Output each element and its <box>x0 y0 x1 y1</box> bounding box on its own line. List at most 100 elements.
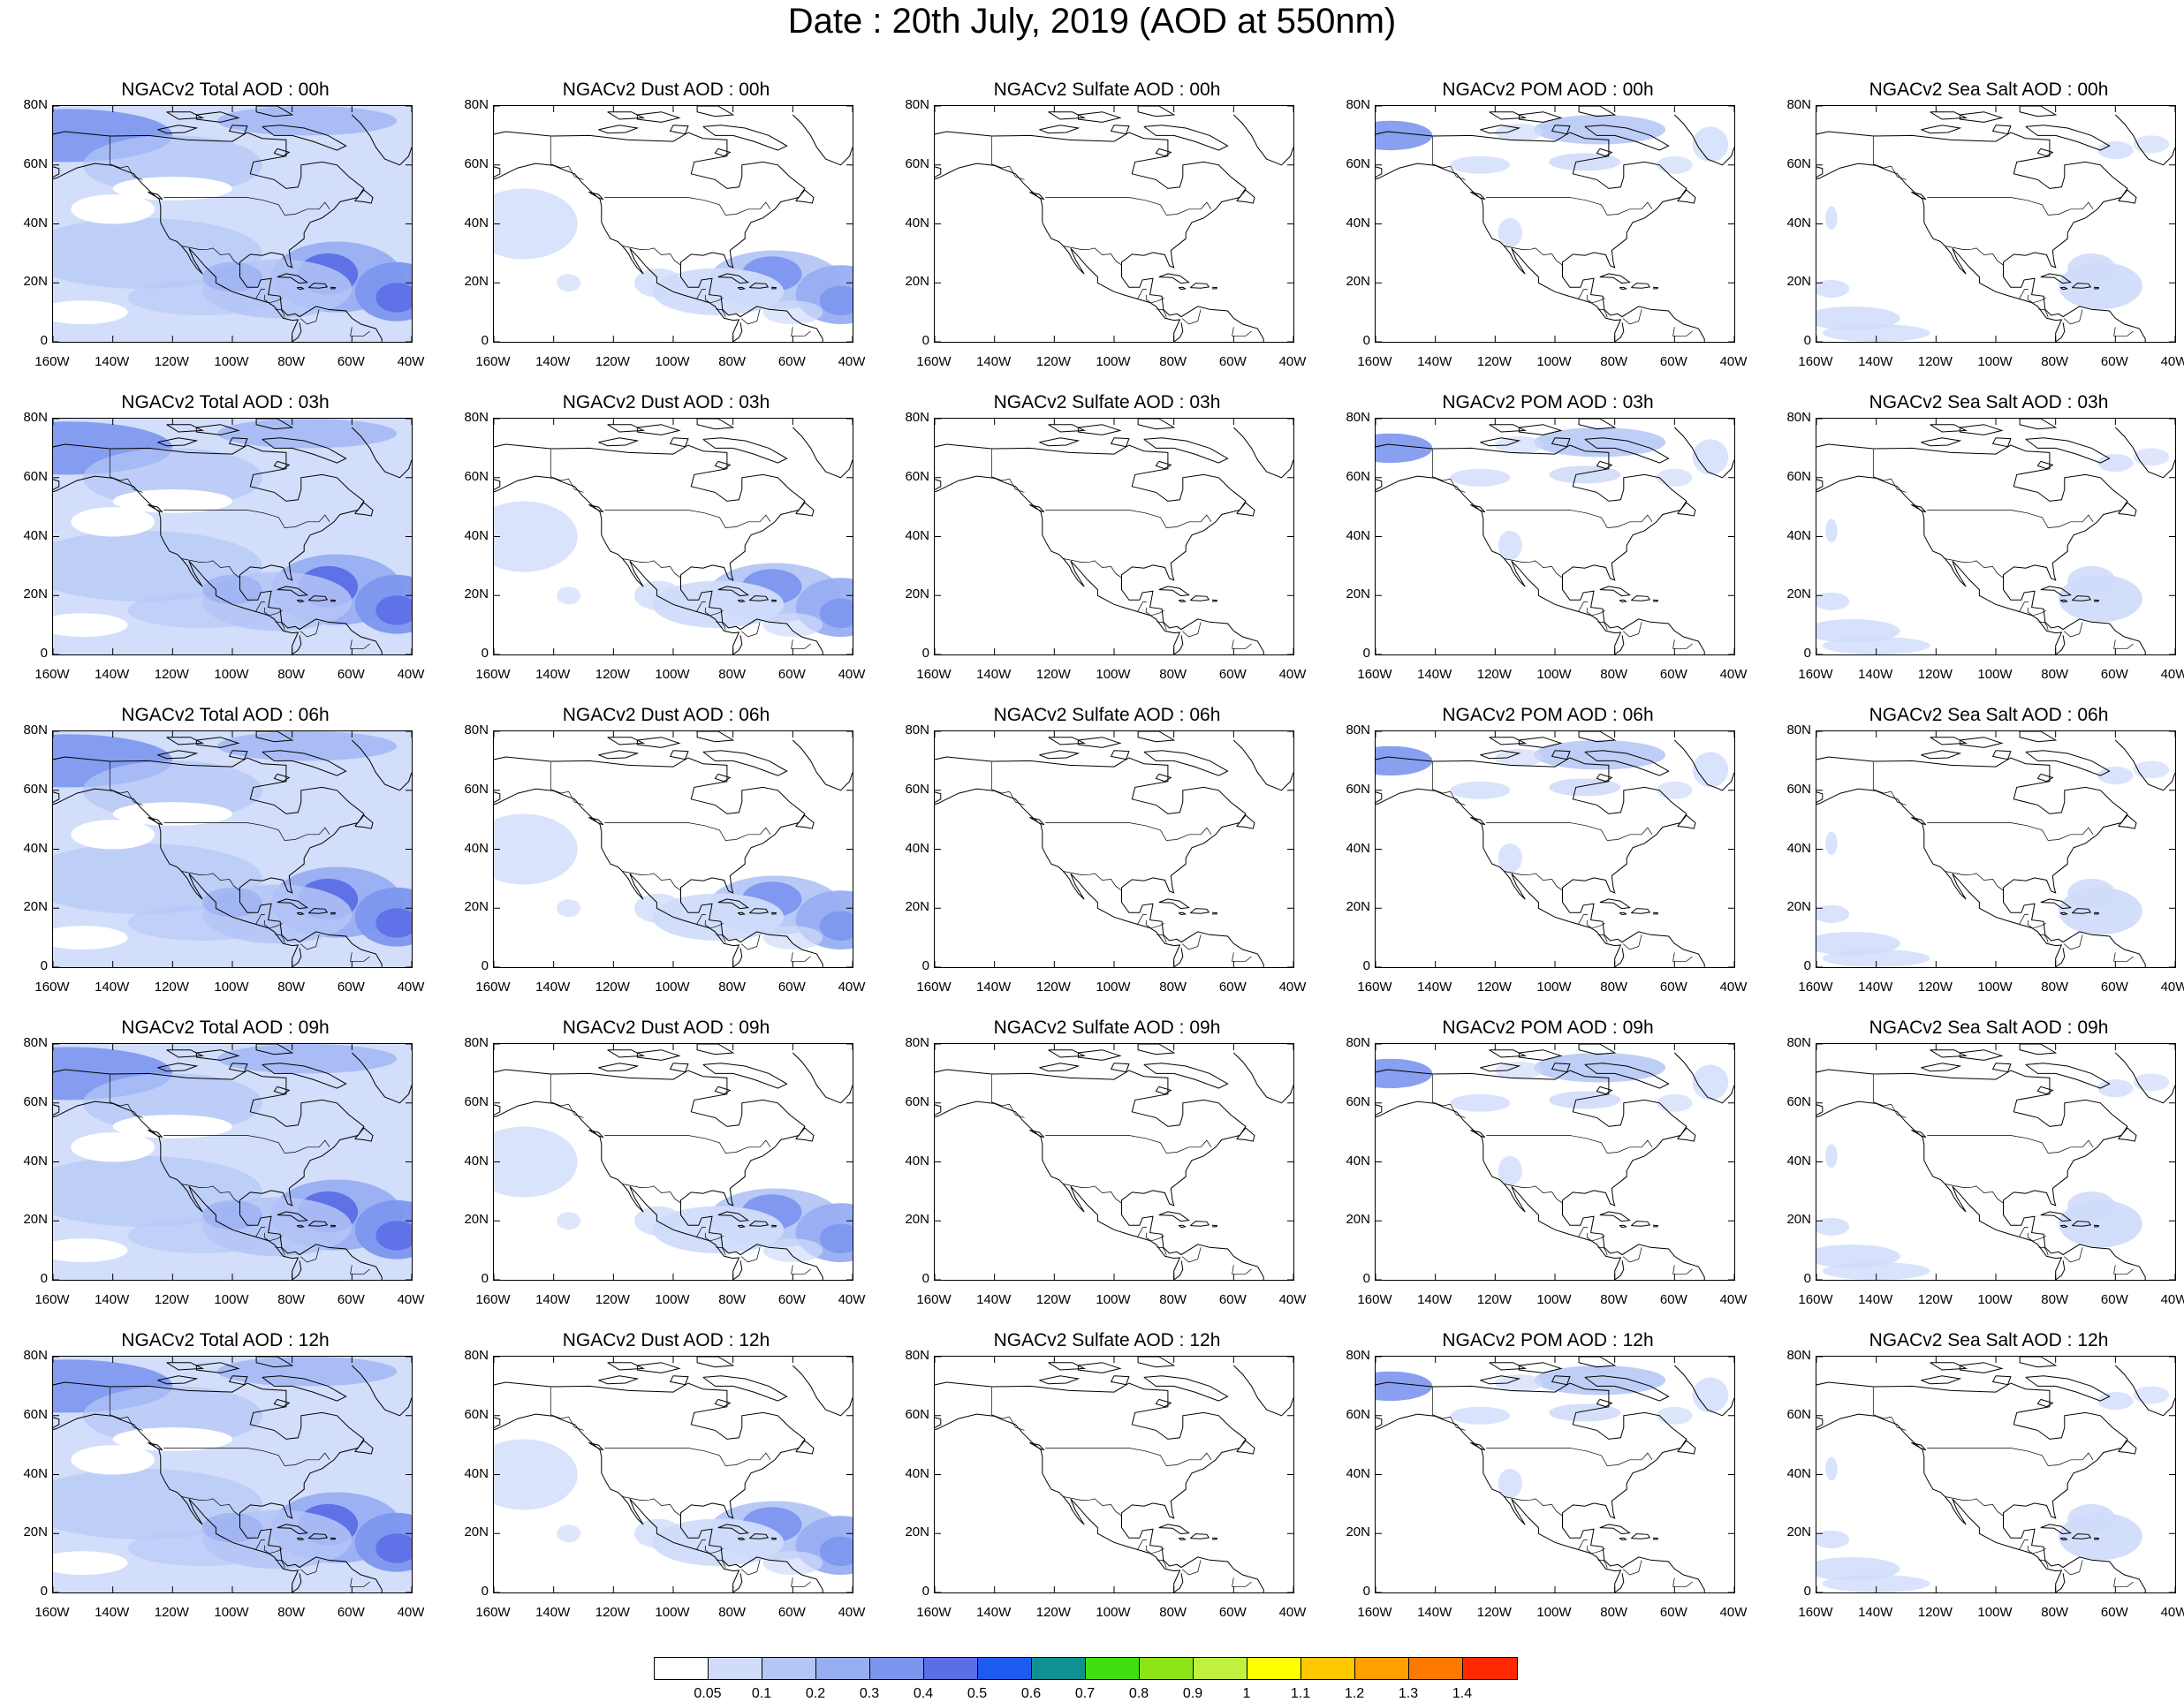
lon-tick-label: 80W <box>1159 667 1187 682</box>
map-panel: NGACv2 Sulfate AOD : 03h 80N 60N 40N 20N 0 160… <box>891 392 1332 692</box>
coastline <box>157 750 199 760</box>
coastline <box>494 756 823 967</box>
lon-tick-label: 120W <box>595 1605 630 1620</box>
coastline <box>2118 502 2137 517</box>
coastline <box>330 286 337 290</box>
aod-region <box>53 1238 128 1262</box>
lon-tick-label: 80W <box>277 1292 306 1307</box>
aod-region <box>112 177 233 200</box>
lon-tick-label: 140W <box>1858 980 1893 995</box>
coastline <box>1376 756 1705 967</box>
coastline <box>2019 731 2058 743</box>
coastline <box>737 286 746 291</box>
coastline <box>307 283 329 289</box>
map-frame <box>493 105 853 343</box>
aod-region <box>71 1132 155 1162</box>
aod-region <box>375 595 412 625</box>
aod-region <box>1816 592 1850 610</box>
lon-tick-label: 140W <box>535 1605 571 1620</box>
aod-region <box>1495 749 1543 768</box>
coastline <box>1959 424 2004 435</box>
lon-tick-label: 160W <box>475 1605 511 1620</box>
aod-map <box>53 419 412 654</box>
coastline <box>1578 1357 1617 1368</box>
colorbar-label: 1.4 <box>1452 1686 1473 1701</box>
lat-tick-label: 40N <box>23 215 48 231</box>
country-border <box>275 621 285 631</box>
country-border <box>1945 246 2004 266</box>
coastline <box>228 1063 248 1073</box>
aod-region <box>1822 949 1930 967</box>
lat-tick-label: 0 <box>1362 646 1370 661</box>
aod-region <box>1816 1217 1850 1236</box>
coastline <box>1921 750 1962 760</box>
lon-tick-label: 120W <box>154 354 189 369</box>
aod-region <box>202 1512 262 1543</box>
lon-tick-label: 80W <box>718 1292 747 1307</box>
map-panel: NGACv2 Sea Salt AOD : 03h 80N 60N 40N 20N 0 16… <box>1772 392 2184 692</box>
lon-tick-label: 40W <box>2160 980 2184 995</box>
lon-tick-label: 60W <box>337 1292 365 1307</box>
lat-tick-label: 40N <box>1786 527 1811 543</box>
aod-region <box>1498 217 1522 248</box>
coastline <box>792 114 853 166</box>
lon-tick-label: 60W <box>337 667 365 682</box>
country-border <box>163 197 330 216</box>
coastline <box>1652 1224 1659 1228</box>
map-frame <box>1375 105 1735 343</box>
lat-tick-label: 60N <box>905 781 929 797</box>
coastline <box>1048 424 1087 433</box>
country-border <box>1597 308 1608 318</box>
colorbar-swatch <box>816 1658 870 1679</box>
country-border <box>1431 1387 1466 1431</box>
country-border <box>181 1184 240 1204</box>
coastline <box>1110 750 1130 760</box>
panel-title: NGACv2 Dust AOD : 12h <box>562 1330 770 1350</box>
lat-tick-label: 60N <box>23 155 48 171</box>
lon-tick-label: 140W <box>976 1605 1012 1620</box>
map-panel: NGACv2 POM AOD : 00h 80N 60N 40N 20N 0 160W 140… <box>1331 79 1773 380</box>
coastline <box>2040 1524 2072 1535</box>
aod-region <box>557 1524 581 1543</box>
lat-tick-label: 0 <box>1362 333 1370 348</box>
coastline <box>1930 1049 1968 1058</box>
aod-region <box>217 1044 398 1074</box>
aod-region <box>1498 843 1522 874</box>
coastline <box>354 1440 374 1455</box>
lat-tick-label: 0 <box>1362 1584 1370 1599</box>
coastline <box>1143 750 1229 776</box>
coastline <box>732 635 743 654</box>
lat-tick-label: 20N <box>1786 1212 1811 1228</box>
lat-tick-label: 60N <box>1346 1093 1370 1109</box>
coastline <box>307 595 329 601</box>
country-border <box>1045 1448 1212 1466</box>
country-border <box>1137 289 1147 299</box>
coastline <box>1911 1442 1927 1451</box>
coastline <box>598 125 640 134</box>
country-border <box>275 308 285 318</box>
coastline <box>1619 1224 1627 1229</box>
map-frame <box>52 1043 413 1281</box>
aod-region <box>1376 1371 1433 1402</box>
lat-tick-label: 20N <box>905 1524 929 1540</box>
map-panel: NGACv2 POM AOD : 09h 80N 60N 40N 20N 0 160W 140… <box>1331 1017 1773 1318</box>
aod-region <box>1376 433 1433 464</box>
coastline <box>636 111 681 123</box>
coastline <box>1137 419 1176 430</box>
map-panel: NGACv2 Dust AOD : 12h 80N 60N 40N 20N 0 160W 14… <box>450 1330 891 1630</box>
coastline <box>1143 437 1229 464</box>
aod-region <box>1549 778 1621 797</box>
aod-region <box>217 419 398 449</box>
coastline <box>273 1398 291 1408</box>
coastline <box>2093 912 2100 915</box>
lon-tick-label: 80W <box>1600 354 1628 369</box>
map-panel: NGACv2 Total AOD : 03h 80N 60N 40N 20N 0 160W 1… <box>9 392 451 692</box>
coastline <box>1614 948 1625 967</box>
lon-tick-label: 160W <box>1798 1605 1833 1620</box>
lon-tick-label: 60W <box>2100 667 2128 682</box>
country-border <box>604 1448 771 1466</box>
country-border <box>1137 1227 1147 1237</box>
coastline <box>1048 111 1087 120</box>
coastline <box>1376 163 1622 342</box>
